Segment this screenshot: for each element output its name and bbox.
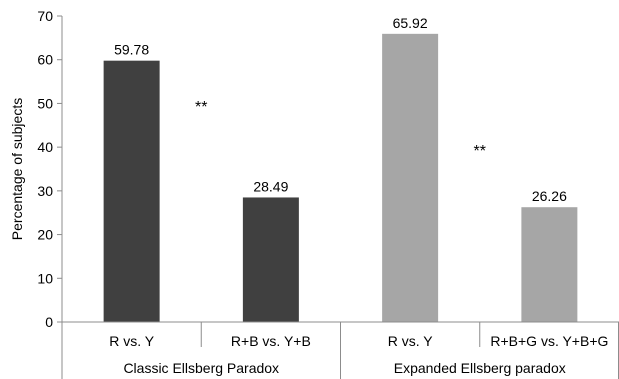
y-axis-ticks: 0 10 20 30 40 50 60 70 [37, 8, 62, 330]
data-labels: 59.78 28.49 65.92 26.26 [114, 15, 567, 204]
bar [521, 207, 578, 322]
group-label: Expanded Ellsberg paradox [394, 360, 566, 376]
bar [382, 33, 439, 323]
group-label: Classic Ellsberg Paradox [123, 360, 279, 376]
category-label: R+B+G vs. Y+B+G [490, 333, 608, 349]
y-tick-label: 30 [37, 183, 53, 199]
data-label: 28.49 [253, 178, 288, 194]
y-axis-label: Percentage of subjects [9, 98, 25, 240]
y-tick-label: 0 [45, 314, 53, 330]
category-label: R vs. Y [388, 333, 434, 349]
category-label: R vs. Y [109, 333, 155, 349]
y-tick-label: 20 [37, 227, 53, 243]
significance-marker: ** [474, 143, 486, 160]
significance-marker: ** [195, 99, 207, 116]
y-tick-label: 40 [37, 139, 53, 155]
y-tick-label: 10 [37, 270, 53, 286]
group-labels: Classic Ellsberg Paradox Expanded Ellsber… [123, 360, 565, 376]
category-labels: R vs. Y R+B vs. Y+B R vs. Y R+B+G vs. Y+B+G [109, 333, 608, 349]
y-tick-label: 60 [37, 52, 53, 68]
bar [242, 197, 299, 322]
data-label: 26.26 [532, 188, 567, 204]
data-label: 59.78 [114, 42, 149, 58]
bar [103, 60, 160, 323]
y-tick-label: 70 [37, 8, 53, 24]
y-tick-label: 50 [37, 95, 53, 111]
category-label: R+B vs. Y+B [231, 333, 311, 349]
significance-annotations: ** ** [195, 99, 486, 160]
data-label: 65.92 [393, 15, 428, 31]
bars [103, 33, 578, 323]
